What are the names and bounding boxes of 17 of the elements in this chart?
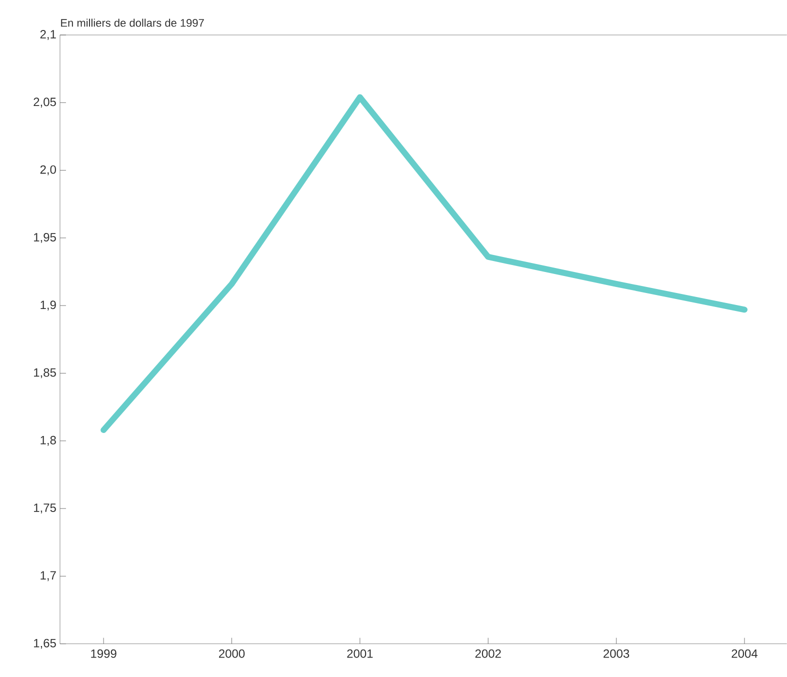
x-tick-label: 2002 xyxy=(475,649,501,658)
y-tick-label: 1,75 xyxy=(34,504,56,514)
y-tick-label: 2,1 xyxy=(40,30,56,40)
y-tick-label: 1,85 xyxy=(34,368,56,378)
x-tick-label: 1999 xyxy=(91,649,116,658)
x-tick-label: 2000 xyxy=(219,649,245,658)
y-tick-label: 2,05 xyxy=(34,98,56,108)
y-tick-label: 1,9 xyxy=(40,300,56,311)
y-tick-label: 1,95 xyxy=(34,233,56,243)
y-tick-label: 2,0 xyxy=(40,165,56,176)
y-tick-label: 1,8 xyxy=(40,436,56,446)
x-tick-label: 2004 xyxy=(732,649,758,658)
y-tick-label: 1,65 xyxy=(34,638,56,649)
x-tick-label: 2001 xyxy=(347,649,373,658)
y-tick-label: 1,7 xyxy=(40,571,56,582)
x-tick-label: 2003 xyxy=(604,649,630,658)
y-axis-title: En milliers de dollars de 1997 xyxy=(61,18,204,27)
